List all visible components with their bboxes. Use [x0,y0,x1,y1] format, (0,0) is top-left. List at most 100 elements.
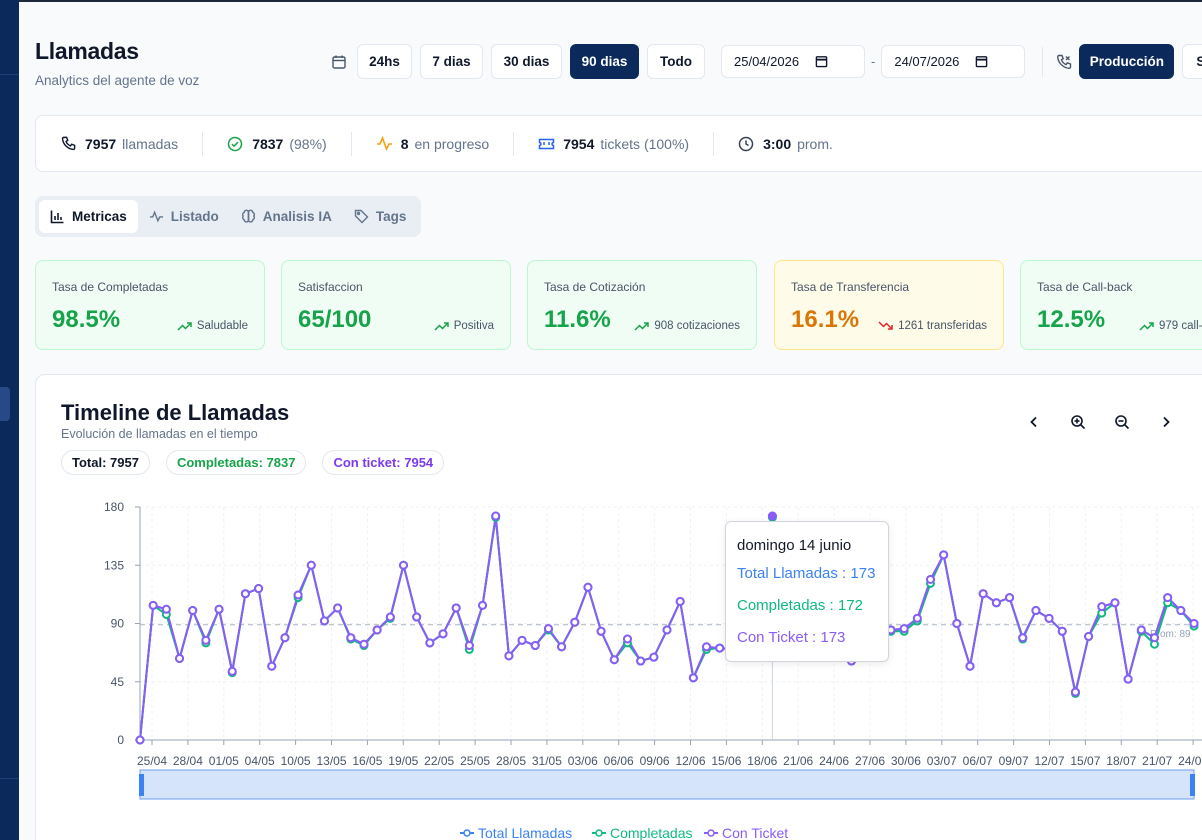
stat-calls: 7957 llamadas [60,135,178,152]
stat-in-progress-label: en progreso [414,135,490,152]
series-ticket-point [267,661,277,671]
series-ticket-point [451,603,461,613]
series-ticket-point [965,661,975,671]
kpi-card-satisfaccion: Satisfaccion 65/100 Positiva [281,260,511,350]
calendar-icon [815,56,828,68]
y-tick-label: 90 [111,617,125,631]
tab-listado[interactable]: Listado [138,200,230,233]
series-ticket-point [1123,674,1133,684]
series-ticket-point [662,625,672,635]
brush-handle-right [1190,774,1195,796]
zoom-in-icon[interactable] [1064,411,1092,433]
zoom-out-icon[interactable] [1108,411,1136,433]
tab-tags[interactable]: Tags [343,200,418,233]
toolbar-divider [1042,46,1044,77]
series-ticket-point [293,590,303,600]
x-tick-label: 16/05 [352,754,382,768]
series-ticket-point [912,613,922,623]
kpi-trend: 979 call-b [1139,320,1202,332]
series-ticket-point [372,625,382,635]
calendar-icon [330,53,347,70]
kpi-trend-text: 979 call-b [1159,320,1202,332]
series-ticket-point [1084,631,1094,641]
range-button-90-dias[interactable]: 90 dias [570,44,639,79]
chevron-right-icon[interactable] [1152,411,1180,433]
trend-up-icon [434,322,449,331]
tab-tags-label: Tags [375,209,407,224]
series-ticket-point [517,635,527,645]
kpi-trend-text: Saludable [196,320,248,332]
legend-swatch-point [595,829,603,837]
x-tick-label: 25/04 [137,754,167,768]
date-from-input[interactable]: 25/04/2026 [721,45,865,78]
kpi-title: Tasa de Completadas [52,280,169,294]
x-tick-label: 28/05 [496,754,526,768]
stat-average-value: 3:00 [763,135,792,152]
series-ticket-point [1136,625,1146,635]
sidebar-divider [0,778,19,779]
chart-controls [1020,411,1202,433]
kpi-title: Tasa de Call-back [1037,280,1133,294]
x-tick-label: 09/06 [640,754,670,768]
x-tick-label: 15/06 [711,754,741,768]
sidebar [0,0,19,840]
x-tick-label: 18/06 [747,754,777,768]
y-tick-label: 45 [111,675,125,689]
x-tick-label: 03/06 [568,754,598,768]
x-tick-label: 21/07 [1142,754,1172,768]
series-ticket-point [425,638,435,648]
date-to-input[interactable]: 24/07/2026 [881,45,1026,78]
series-ticket-point [939,550,949,560]
series-ticket-point [622,634,632,644]
sidebar-active-item[interactable] [0,387,10,421]
tab-metricas[interactable]: Metricas [39,200,138,233]
env-produccion-button[interactable]: Producción [1079,44,1175,79]
stat-tickets: 7954 tickets (100%) [538,135,689,152]
range-button-30-dias[interactable]: 30 dias [491,44,562,79]
x-tick-label: 28/04 [173,754,203,768]
stat-completed-label: (98%) [289,135,327,152]
series-ticket-point [148,600,158,610]
date-separator: - [871,54,876,69]
series-ticket-point [1018,633,1028,643]
kpi-title: Satisfaccion [298,280,363,294]
kpi-trend: 1261 transferidas [878,320,987,332]
env-other-button[interactable]: San [1182,44,1202,79]
series-ticket-point [1031,606,1041,616]
x-tick-label: 15/07 [1070,754,1100,768]
series-ticket-point [1005,593,1015,603]
range-button-24hs[interactable]: 24hs [357,44,412,79]
kpi-trend: 908 cotizaciones [634,320,740,332]
badge-total: Total: 7957 [61,450,150,475]
y-tick-label: 135 [104,558,124,572]
series-ticket-point [991,598,1001,608]
series-ticket-point [543,624,553,634]
x-tick-label: 19/05 [388,754,418,768]
toolbar: 24hs 7 dias 30 dias 90 dias Todo 25/04/2… [330,44,1202,79]
series-ticket-point [188,606,198,616]
range-button-todo[interactable]: Todo [647,44,705,79]
legend-label: Completadas [610,825,693,840]
timeline-title: Timeline de Llamadas [61,400,290,425]
stat-divider [202,131,204,156]
stat-tickets-value: 7954 [563,135,595,152]
chevron-left-icon[interactable] [1020,411,1048,433]
x-tick-label: 25/05 [460,754,490,768]
page-subtitle: Analytics del agente de voz [35,73,200,88]
x-tick-label: 12/06 [675,754,705,768]
series-ticket-point [978,589,988,599]
x-tick-label: 03/07 [927,754,957,768]
series-ticket-point [926,574,935,584]
series-ticket-point [530,641,540,651]
date-to-value: 24/07/2026 [894,54,960,69]
series-ticket-point [715,643,725,653]
series-ticket-point [214,604,224,614]
top-border [19,0,1202,2]
series-ticket-point [333,603,343,613]
tab-analisis-ia[interactable]: Analisis IA [230,200,343,233]
tooltip-date: domingo 14 junio [737,537,852,554]
series-ticket-point [1189,619,1199,628]
range-button-7-dias[interactable]: 7 dias [420,44,483,79]
chart-tooltip: domingo 14 junio Total Llamadas : 173 Co… [725,521,889,662]
